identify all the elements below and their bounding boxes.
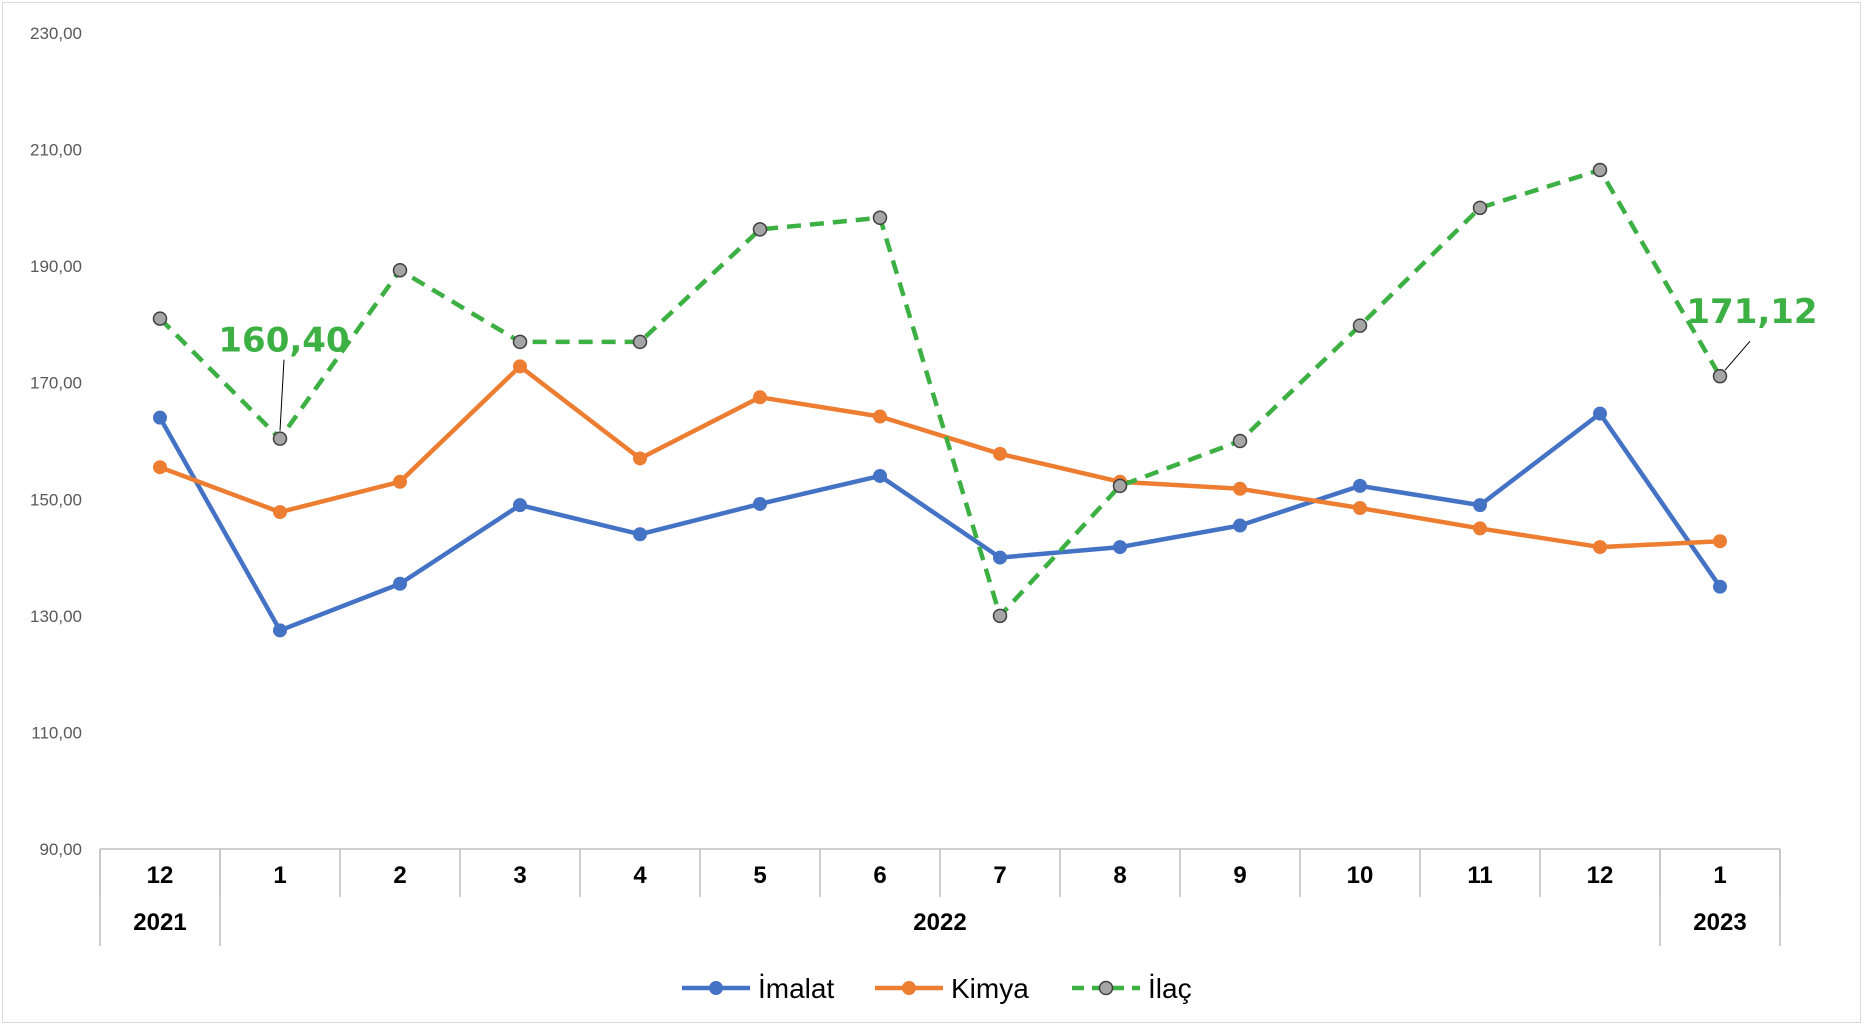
x-tick-label: 4 [633, 862, 647, 889]
data-point [392, 262, 408, 278]
x-tick-label: 12 [1587, 862, 1614, 889]
x-tick-label: 1 [273, 862, 286, 889]
data-point [1473, 498, 1487, 513]
year-label: 2022 [913, 909, 966, 936]
x-tick-label: 2 [393, 862, 406, 889]
legend-label: İlaç [1148, 973, 1192, 1004]
series-line-0 [158, 411, 1722, 633]
y-tick-label: 230,00 [30, 24, 82, 43]
y-tick-label: 110,00 [31, 723, 82, 742]
data-point [872, 210, 888, 226]
data-point [1592, 162, 1608, 178]
annotation-label: 171,12 [1686, 292, 1817, 332]
data-point [873, 409, 887, 424]
data-point [153, 410, 167, 425]
data-point [1712, 368, 1728, 384]
data-point [152, 311, 168, 326]
x-tick-label: 8 [1113, 862, 1126, 889]
legend-marker [709, 981, 723, 995]
data-point [752, 222, 768, 237]
data-point [1233, 518, 1247, 533]
data-point [513, 498, 527, 513]
x-tick-label: 3 [513, 862, 526, 889]
data-point [1473, 521, 1487, 536]
legend-label: Kimya [951, 973, 1029, 1004]
y-tick-label: 130,00 [30, 607, 82, 626]
x-tick-label: 6 [873, 862, 886, 889]
data-point [1593, 540, 1607, 555]
y-tick-label: 210,00 [30, 141, 82, 160]
annotation-leader [279, 359, 285, 431]
data-point [393, 576, 407, 591]
x-tick-label: 1 [1713, 862, 1726, 889]
data-point [633, 527, 647, 542]
data-point [1713, 534, 1727, 549]
data-point [272, 431, 288, 446]
y-tick-label: 90,00 [39, 840, 82, 859]
data-point [393, 474, 407, 489]
x-tick-label: 11 [1467, 862, 1492, 889]
data-point [273, 505, 287, 520]
x-tick-label: 5 [753, 862, 766, 889]
annotation-label: 160,40 [218, 321, 349, 361]
legend-label: İmalat [758, 973, 834, 1004]
data-point [753, 390, 767, 405]
data-point [512, 334, 528, 350]
data-point [993, 446, 1007, 461]
data-point [1112, 478, 1128, 494]
data-point [992, 608, 1008, 624]
annotation-leader [1724, 340, 1751, 371]
x-tick-label: 7 [993, 862, 1006, 889]
data-point [1233, 481, 1247, 496]
legend-marker [902, 981, 916, 995]
data-point [1353, 478, 1367, 493]
y-tick-label: 190,00 [30, 257, 82, 276]
data-point [153, 460, 167, 475]
data-point [633, 451, 647, 466]
data-point [513, 359, 527, 374]
data-point [1593, 406, 1607, 421]
data-point [1352, 318, 1368, 333]
series-line-1 [159, 364, 1721, 550]
data-point [753, 496, 767, 511]
data-point [1472, 200, 1488, 216]
data-point [1232, 433, 1248, 449]
x-tick-label: 10 [1347, 862, 1374, 889]
data-point [873, 468, 887, 483]
y-tick-label: 170,00 [30, 374, 82, 393]
data-point [1113, 540, 1127, 555]
y-tick-label: 150,00 [30, 490, 82, 509]
data-point [632, 334, 648, 350]
data-point [273, 623, 287, 638]
x-tick-label: 9 [1233, 862, 1246, 889]
x-tick-label: 12 [147, 862, 174, 889]
year-label: 2023 [1693, 909, 1746, 936]
data-point [1353, 501, 1367, 516]
data-point [1713, 579, 1727, 594]
data-point [993, 550, 1007, 565]
year-label: 2021 [133, 909, 186, 936]
series-line-2 [158, 167, 1722, 619]
legend-marker [1098, 980, 1114, 996]
